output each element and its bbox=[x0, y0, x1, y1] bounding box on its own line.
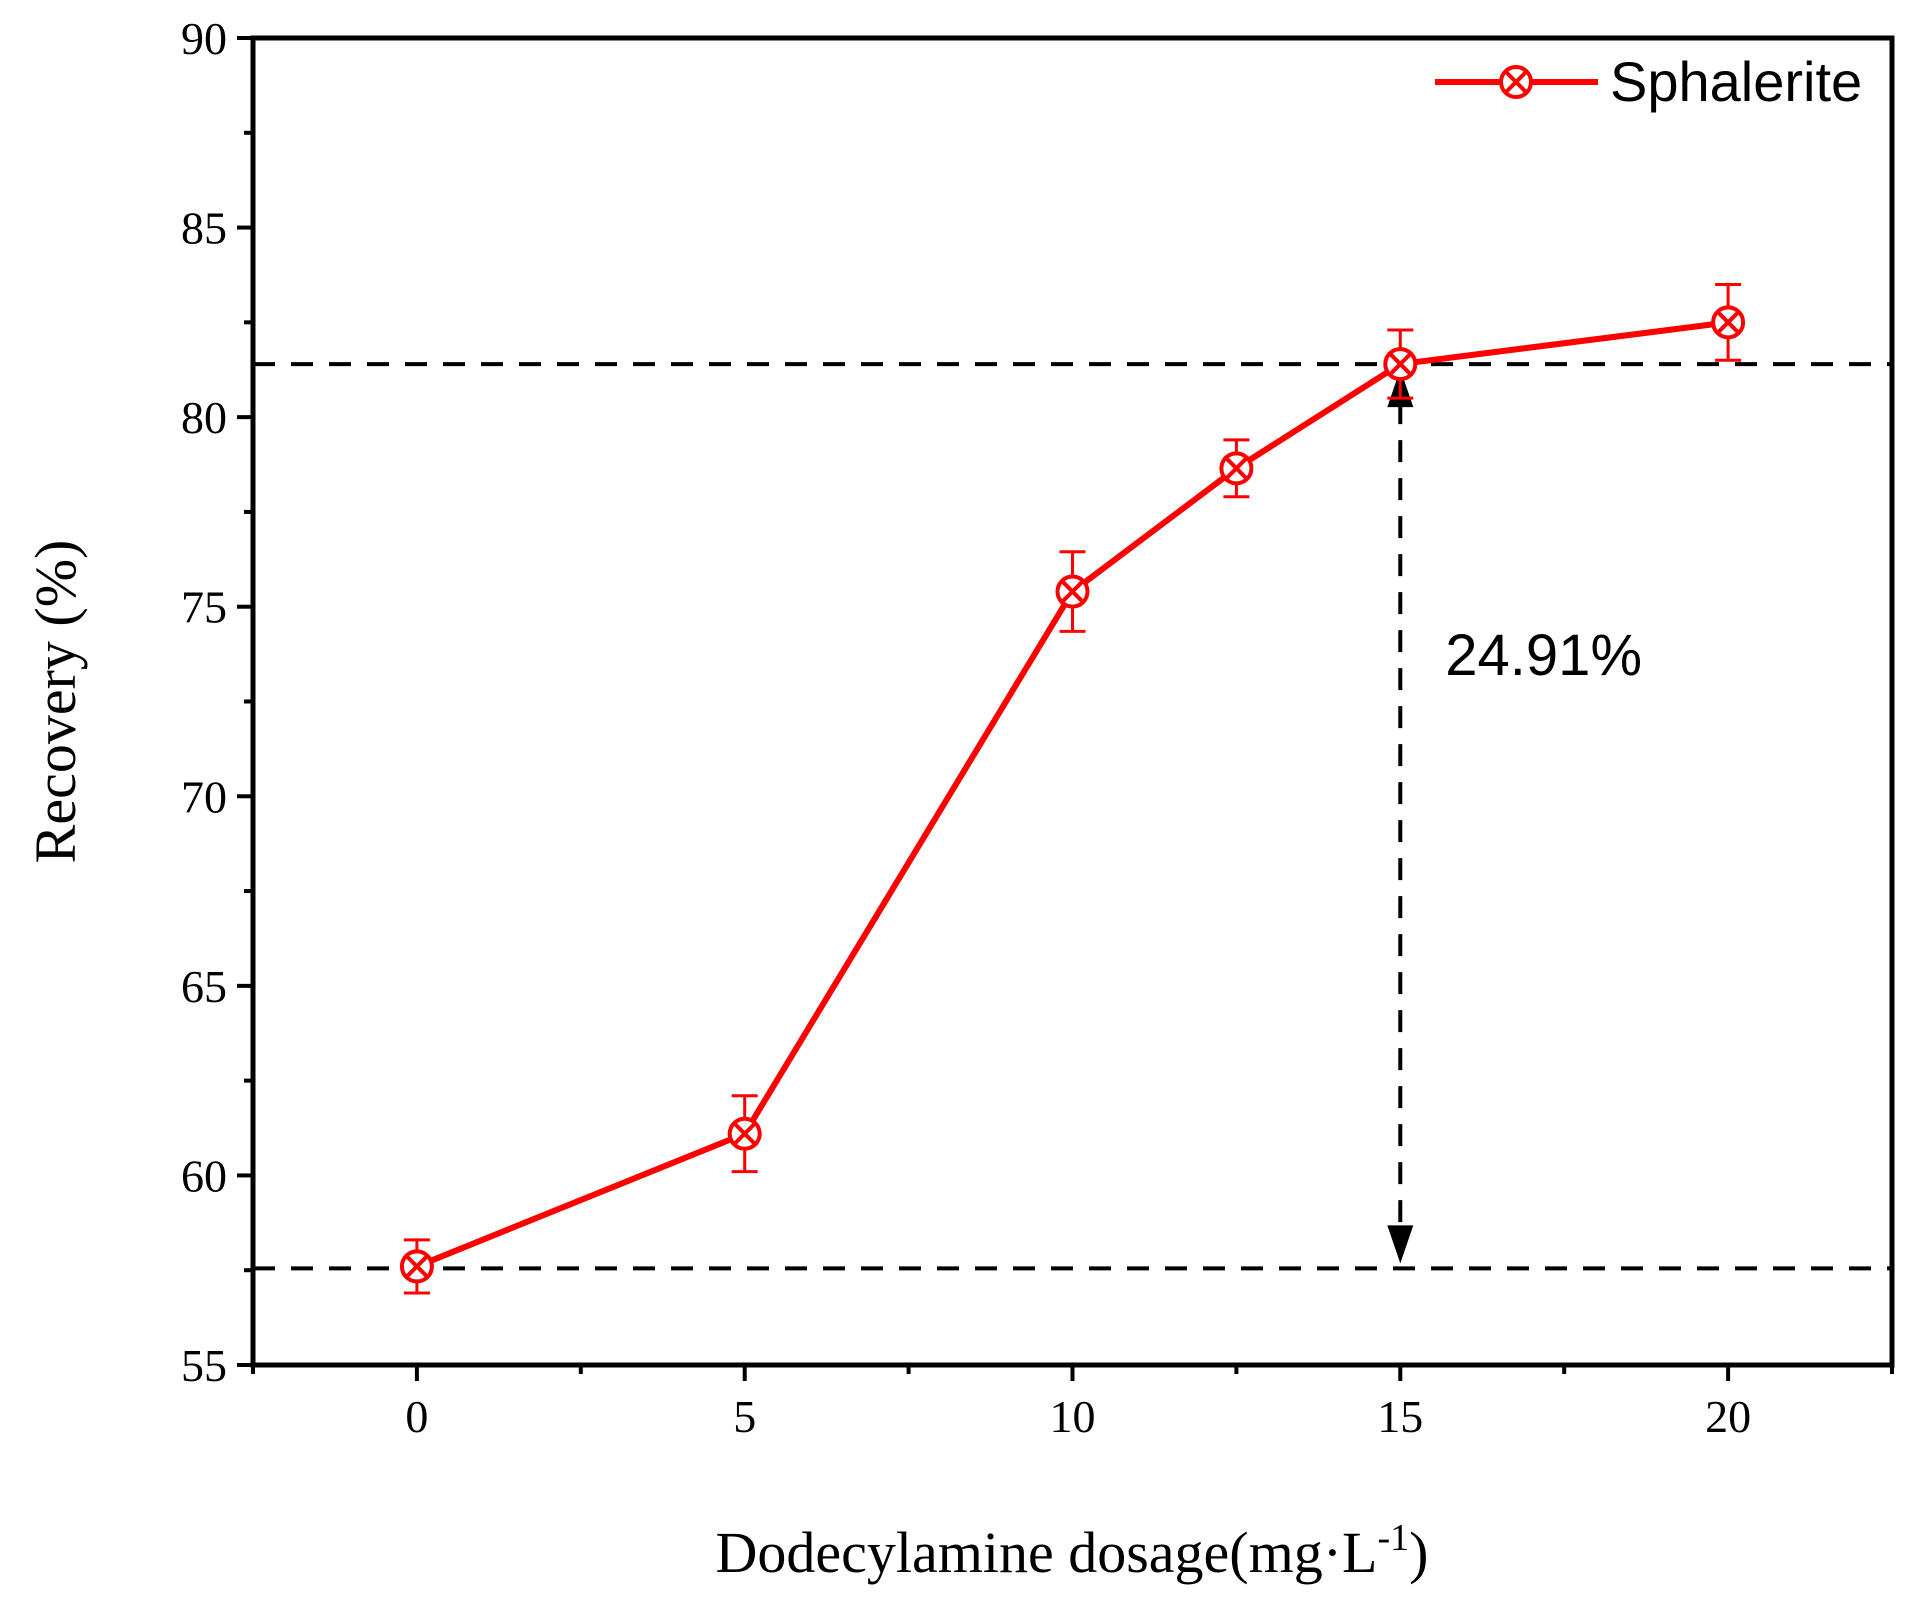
data-point-4 bbox=[1383, 347, 1418, 382]
x-axis-title: Dodecylamine dosage(mg·L-1) bbox=[716, 1517, 1429, 1585]
data-point-2-cross-b bbox=[1060, 579, 1085, 604]
y-axis-ticks: 55 60 65 70 75 80 85 90 bbox=[181, 13, 253, 1391]
x-axis-title-superscript: -1 bbox=[1377, 1517, 1409, 1559]
reference-lines bbox=[253, 362, 1892, 1271]
data-point-3 bbox=[1219, 451, 1254, 486]
y-tick-label-65: 65 bbox=[181, 961, 227, 1012]
legend-marker-point-cross-b bbox=[1503, 69, 1529, 95]
data-point-1-cross-b bbox=[732, 1121, 757, 1146]
x-axis-title-suffix: ) bbox=[1409, 1520, 1428, 1585]
series-line bbox=[415, 319, 1729, 1270]
x-tick-label-10: 10 bbox=[1050, 1391, 1096, 1442]
x-axis-ticks: 0 5 10 15 20 bbox=[251, 1365, 1894, 1442]
y-tick-label-80: 80 bbox=[181, 392, 227, 443]
data-point-5 bbox=[1711, 305, 1746, 340]
y-tick-label-70: 70 bbox=[181, 771, 227, 822]
annotation-arrow-head-bottom bbox=[1387, 1225, 1414, 1264]
x-tick-label-5: 5 bbox=[733, 1391, 756, 1442]
series-sphalerite bbox=[399, 282, 1746, 1295]
data-point-3-cross-b bbox=[1224, 456, 1249, 481]
legend: Sphalerite bbox=[1435, 50, 1862, 113]
legend-marker bbox=[1499, 65, 1533, 99]
data-point-4-cross-b bbox=[1388, 352, 1413, 377]
x-tick-label-15: 15 bbox=[1377, 1391, 1423, 1442]
y-tick-label-75: 75 bbox=[181, 582, 227, 633]
data-point-0 bbox=[399, 1249, 434, 1284]
x-tick-label-0: 0 bbox=[405, 1391, 428, 1442]
axes: 55 60 65 70 75 80 85 90 0 5 10 15 20 bbox=[181, 13, 1895, 1442]
x-tick-label-20: 20 bbox=[1705, 1391, 1751, 1442]
data-point-1 bbox=[727, 1116, 762, 1151]
data-point-2 bbox=[1055, 574, 1090, 609]
data-point-0-cross-b bbox=[404, 1254, 429, 1279]
legend-label-sphalerite: Sphalerite bbox=[1610, 50, 1862, 113]
legend-marker-point bbox=[1499, 65, 1533, 99]
data-point-5-cross-b bbox=[1716, 310, 1741, 335]
y-tick-label-90: 90 bbox=[181, 13, 227, 64]
annotation-label: 24.91% bbox=[1445, 623, 1642, 688]
y-tick-label-55: 55 bbox=[181, 1340, 227, 1391]
y-axis-title: Recovery (%) bbox=[23, 540, 88, 864]
y-tick-label-85: 85 bbox=[181, 203, 227, 254]
y-tick-label-60: 60 bbox=[181, 1150, 227, 1201]
x-axis-title-main: Dodecylamine dosage(mg·L bbox=[716, 1520, 1378, 1585]
